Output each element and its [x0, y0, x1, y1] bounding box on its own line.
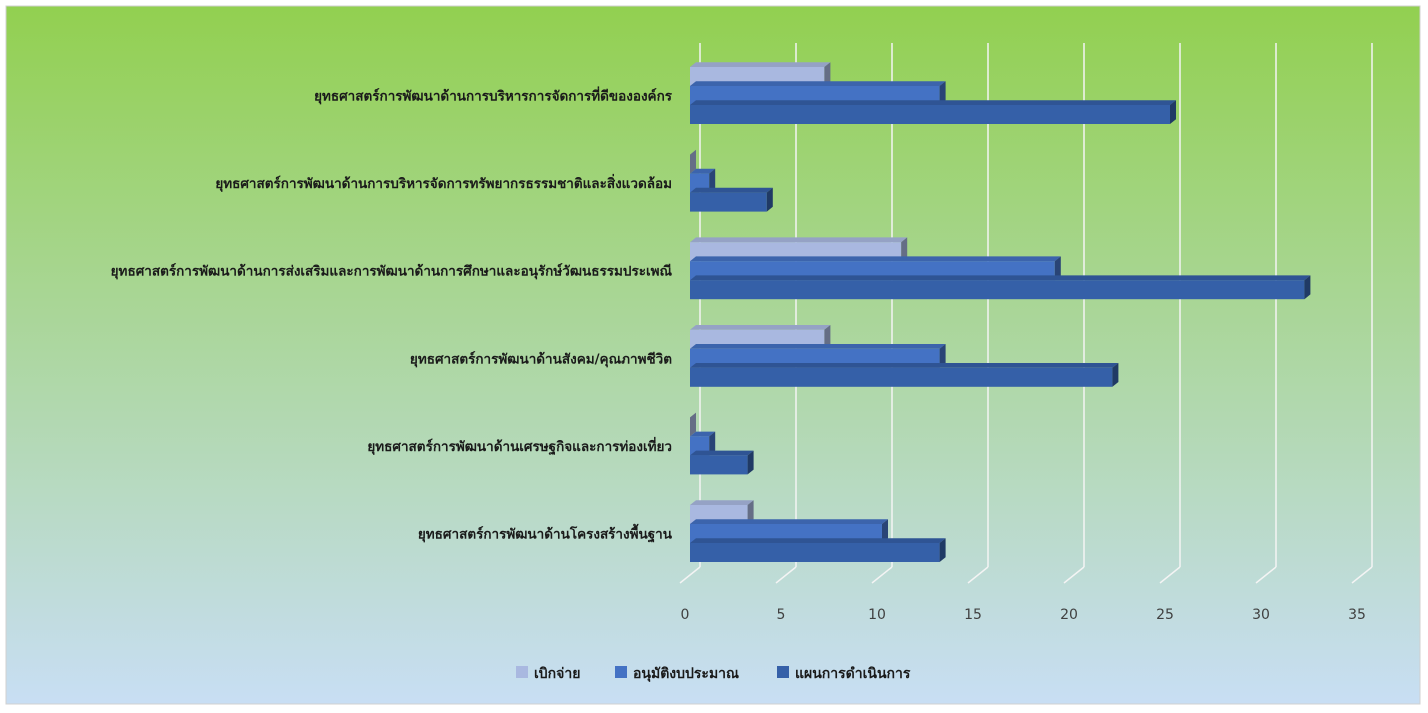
- floor-gridline: [871, 566, 893, 584]
- bar-top: [690, 431, 716, 437]
- bar-side: [747, 500, 754, 524]
- floor-gridline: [1063, 566, 1085, 584]
- floor-gridline: [1159, 566, 1181, 584]
- bar-front: [690, 192, 767, 212]
- x-tick-label: 10: [868, 607, 886, 623]
- bar-side: [1054, 256, 1061, 281]
- bar-side: [1170, 100, 1176, 124]
- bar: [690, 363, 1119, 387]
- bar-top: [690, 100, 1176, 105]
- bar-side: [1304, 275, 1311, 300]
- bar-top: [690, 81, 946, 86]
- bar-side: [1112, 363, 1119, 387]
- floor-gridline: [967, 566, 989, 584]
- legend-label: เบิกจ่าย: [534, 666, 580, 682]
- category-label: ยุทธศาสตร์การพัฒนาด้านการส่งเสริมและการพ…: [111, 263, 673, 280]
- category-label: ยุทธศาสตร์การพัฒนาด้านการบริหารจัดการทรั…: [215, 173, 672, 192]
- bar-side: [690, 149, 696, 174]
- bar: [690, 100, 1176, 124]
- legend-swatch: [516, 666, 528, 678]
- bar-top: [690, 237, 908, 243]
- bar-top: [690, 256, 1061, 262]
- bar-side: [824, 325, 831, 349]
- bar-side: [690, 412, 696, 437]
- x-tick-label: 5: [777, 607, 786, 623]
- x-tick-label: 20: [1060, 607, 1078, 623]
- bar-front: [690, 280, 1305, 300]
- bar-top: [690, 519, 888, 524]
- x-tick-label: 35: [1348, 607, 1366, 623]
- bar-front: [690, 105, 1170, 124]
- bar-top: [690, 62, 831, 67]
- bar-side: [882, 519, 888, 543]
- category-label: ยุทธศาสตร์การพัฒนาด้านสังคม/คุณภาพชีวิต: [410, 350, 672, 367]
- floor-gridline: [679, 566, 701, 584]
- floor-gridline: [1255, 566, 1277, 584]
- bar-side: [939, 81, 946, 105]
- bar-top: [690, 168, 716, 174]
- x-tick-label: 25: [1156, 607, 1174, 623]
- legend-label: แผนการดำเนินการ: [795, 666, 911, 682]
- legend-item: แผนการดำเนินการ: [777, 666, 911, 682]
- bar: [690, 187, 773, 212]
- bar-top: [690, 363, 1119, 368]
- bar-side: [901, 237, 908, 262]
- bar-top: [690, 500, 754, 505]
- bar-top: [690, 538, 946, 543]
- bar-front: [690, 367, 1113, 387]
- category-label: ยุทธศาสตร์การพัฒนาด้านเศรษฐกิจและการท่อง…: [367, 436, 672, 456]
- bar-side: [939, 344, 946, 368]
- legend-swatch: [615, 666, 627, 678]
- x-tick-label: 15: [964, 607, 982, 623]
- bar-top: [690, 275, 1311, 281]
- bar-top: [690, 450, 754, 456]
- legend-swatch: [777, 666, 789, 678]
- bar-top: [690, 325, 831, 330]
- bar: [690, 149, 696, 174]
- bar: [690, 538, 946, 562]
- floor-gridline: [1351, 566, 1373, 584]
- category-label: ยุทธศาสตร์การพัฒนาด้านการบริหารการจัดการ…: [314, 86, 673, 105]
- floor-gridline: [775, 566, 797, 584]
- bar-side: [709, 431, 716, 456]
- bar-front: [690, 455, 748, 475]
- bar-side: [824, 62, 831, 86]
- legend-label: อนุมัติงบประมาณ: [633, 666, 739, 682]
- bar: [690, 412, 696, 437]
- category-label: ยุทธศาสตร์การพัฒนาด้านโครงสร้างพื้นฐาน: [418, 524, 673, 544]
- legend-item: อนุมัติงบประมาณ: [615, 666, 739, 682]
- x-tick-label: 0: [681, 607, 690, 623]
- bar-side: [747, 450, 754, 475]
- bar-front: [690, 543, 940, 562]
- x-tick-label: 30: [1252, 607, 1270, 623]
- bar-side: [766, 187, 773, 212]
- bar-side: [939, 538, 946, 562]
- bar-top: [690, 187, 773, 193]
- bar-top: [690, 344, 946, 349]
- bar: [690, 450, 754, 475]
- bar: [690, 275, 1311, 300]
- legend-item: เบิกจ่าย: [516, 666, 580, 682]
- bar-side: [709, 168, 716, 193]
